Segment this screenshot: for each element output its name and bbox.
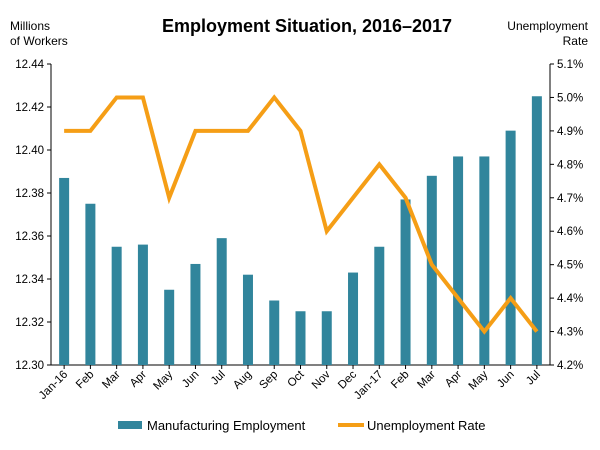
right-tick-label: 4.3% xyxy=(557,327,583,339)
bar-16 xyxy=(479,156,490,365)
x-tick-label: Jul xyxy=(524,369,543,388)
x-tick-label: Apr xyxy=(443,369,464,390)
bar-3 xyxy=(137,244,148,365)
x-tick-label: Jul xyxy=(209,369,228,388)
left-tick-label: 12.30 xyxy=(15,360,44,372)
bar-5 xyxy=(190,263,201,365)
bar-18 xyxy=(531,96,542,365)
x-tick-label: May xyxy=(467,368,491,392)
bar-9 xyxy=(295,311,306,365)
bar-12 xyxy=(374,246,385,365)
x-tick-label: Mar xyxy=(415,369,438,392)
x-tick-label: Apr xyxy=(128,369,149,390)
right-tick-label: 4.5% xyxy=(557,260,583,272)
left-tick-label: 12.32 xyxy=(15,317,44,329)
right-axis-title-line-1: Unemployment xyxy=(507,19,588,33)
x-tick-label: Jun xyxy=(495,369,517,391)
bar-10 xyxy=(321,311,332,365)
left-axis-ticks: 12.30 12.32 12.34 12.36 12.38 12.40 12.42 12.44 xyxy=(15,59,51,372)
left-tick-label: 12.34 xyxy=(15,274,44,286)
x-tick-label: Mar xyxy=(100,369,123,392)
right-tick-label: 5.1% xyxy=(557,59,583,71)
legend-swatch-manufacturing xyxy=(118,421,142,429)
x-tick-label: Dec xyxy=(336,368,359,391)
bar-8 xyxy=(269,300,280,365)
x-tick-label: May xyxy=(151,368,175,392)
left-tick-label: 12.44 xyxy=(15,59,44,71)
left-tick-label: 12.36 xyxy=(15,231,44,243)
left-axis-title-line-2: of Workers xyxy=(10,34,68,48)
x-axis-ticks: Jan-16 Feb Mar Apr May Jun Jul Aug Sep Oct Nov DecJ… xyxy=(37,365,543,402)
bar-15 xyxy=(453,156,464,365)
bar-4 xyxy=(164,289,175,365)
left-tick-label: 12.40 xyxy=(15,145,44,157)
manufacturing-employment-bars xyxy=(59,96,542,365)
bar-0 xyxy=(59,177,70,365)
x-tick-label: Sep xyxy=(257,369,280,392)
bar-7 xyxy=(242,274,253,365)
bar-13 xyxy=(400,199,411,365)
right-tick-label: 5.0% xyxy=(557,92,583,104)
right-tick-label: 4.6% xyxy=(557,226,583,238)
legend-label-manufacturing: Manufacturing Employment xyxy=(147,418,306,433)
left-tick-label: 12.38 xyxy=(15,188,44,200)
x-tick-label: Oct xyxy=(285,368,307,390)
unemployment-rate-line-layer xyxy=(64,94,539,335)
bar-2 xyxy=(111,246,122,365)
left-axis-title-line-1: Millions xyxy=(10,19,50,33)
x-tick-label: Jan-16 xyxy=(37,369,70,402)
legend-label-unemployment: Unemployment Rate xyxy=(367,418,486,433)
x-tick-label: Jun xyxy=(180,369,202,391)
right-axis-ticks: 4.2% 4.3% 4.4% 4.5% 4.6% 4.7% 4.8% 4.9% 5.0% 5.1% xyxy=(550,59,583,372)
right-tick-label: 4.2% xyxy=(557,360,583,372)
x-tick-label: Feb xyxy=(389,369,412,392)
legend: Manufacturing Employment Unemployment Ra… xyxy=(118,418,486,433)
right-tick-label: 4.9% xyxy=(557,126,583,138)
x-tick-label: Jan-17 xyxy=(352,369,385,402)
bar-6 xyxy=(216,238,227,365)
bar-17 xyxy=(505,130,516,365)
chart-title: Employment Situation, 2016–2017 xyxy=(162,16,452,36)
bar-11 xyxy=(348,272,359,365)
right-axis-title-line-2: Rate xyxy=(563,34,589,48)
right-tick-label: 4.4% xyxy=(557,293,583,305)
x-tick-label: Nov xyxy=(310,368,333,391)
left-tick-label: 12.42 xyxy=(15,102,44,114)
unemployment-rate-line xyxy=(64,94,539,335)
x-tick-label: Feb xyxy=(74,369,97,392)
bar-14 xyxy=(426,175,437,365)
right-tick-label: 4.8% xyxy=(557,159,583,171)
right-tick-label: 4.7% xyxy=(557,193,583,205)
x-tick-label: Aug xyxy=(231,369,254,392)
bar-1 xyxy=(85,203,96,365)
